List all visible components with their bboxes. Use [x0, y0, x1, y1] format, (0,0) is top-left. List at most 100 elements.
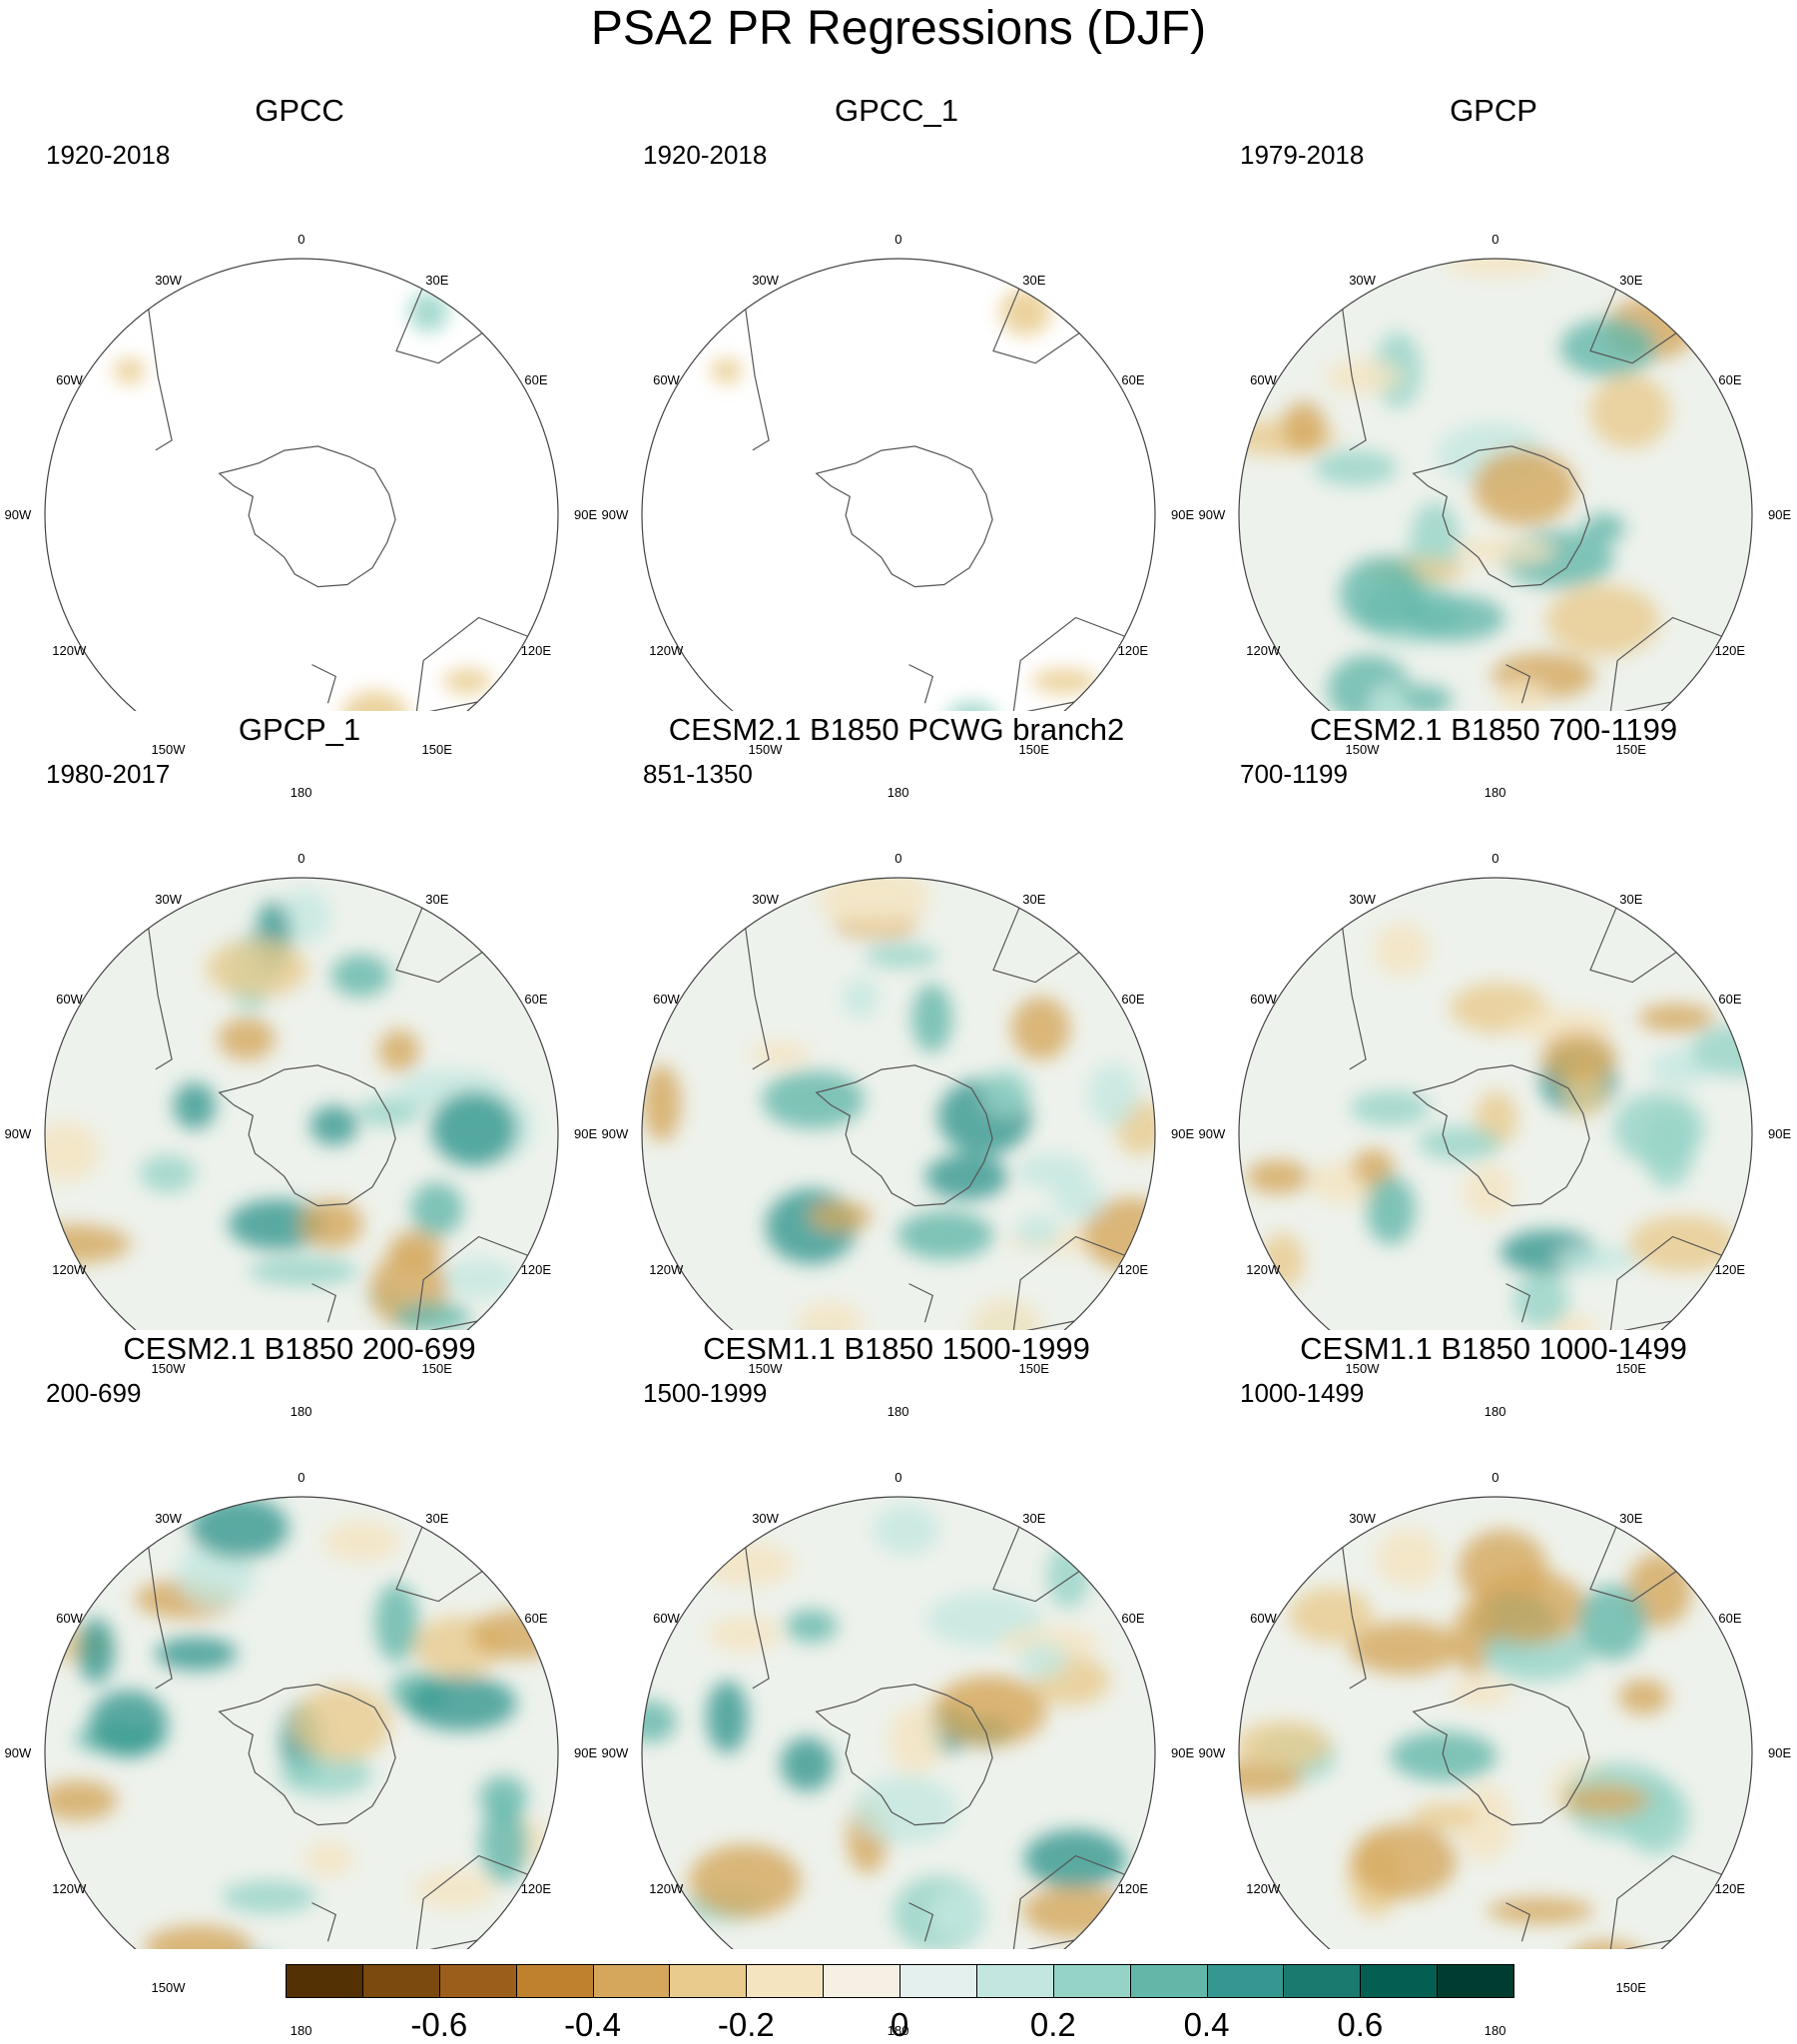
- longitude-label: 60E: [1718, 991, 1742, 1007]
- longitude-label: 90W: [4, 1745, 32, 1760]
- longitude-label: 120E: [1714, 1261, 1746, 1277]
- longitude-label: 90W: [1198, 1745, 1226, 1760]
- continent-coastline: [415, 1235, 533, 1330]
- longitude-label: 90W: [4, 1126, 32, 1141]
- field-blob: [1562, 1784, 1650, 1816]
- field-blob: [762, 1070, 865, 1129]
- longitude-label: 30E: [1022, 892, 1046, 908]
- field-blob: [706, 1681, 749, 1753]
- longitude-label: 90W: [601, 1745, 629, 1760]
- longitude-label: 90W: [601, 1126, 629, 1141]
- field-blob: [1088, 1062, 1139, 1126]
- colorbar-swatch: [1283, 1964, 1362, 1998]
- longitude-label: 150E: [421, 741, 452, 757]
- colorbar-swatch: [669, 1964, 748, 1998]
- field-blob: [1401, 594, 1505, 642]
- longitude-label: 60W: [1250, 371, 1277, 387]
- longitude-label: 150E: [1018, 741, 1049, 757]
- field-blob: [1010, 997, 1070, 1060]
- continent-coastline: [1341, 922, 1367, 1070]
- panel-title: GPCP: [1450, 93, 1537, 128]
- longitude-label: 90E: [1768, 1126, 1792, 1141]
- longitude-label: 120E: [1117, 642, 1149, 658]
- panel-title: GPCC: [255, 93, 344, 128]
- longitude-label: 60E: [524, 991, 548, 1007]
- panel-title: CESM1.1 B1850 1000-1499: [1300, 1331, 1687, 1366]
- longitude-label: 120E: [1714, 642, 1746, 658]
- polar-map: [641, 1496, 1156, 1949]
- field-blob: [865, 944, 939, 969]
- land-field-blob: [710, 357, 743, 384]
- continent-coastline: [1589, 286, 1681, 364]
- field-blob: [1239, 1760, 1303, 1796]
- continent-coastline: [744, 303, 770, 451]
- longitude-label: 60W: [56, 1610, 83, 1626]
- field-blob: [405, 1676, 517, 1731]
- field-blob: [393, 1302, 471, 1330]
- field-blob: [1411, 1802, 1477, 1830]
- field-blob: [155, 1637, 238, 1671]
- panel-period: 1500-1999: [643, 1378, 768, 1408]
- map-boundary: [44, 877, 559, 1330]
- polar-map: [1238, 258, 1753, 711]
- field-blob: [1487, 1897, 1594, 1924]
- panel-title: CESM2.1 B1850 PCWG branch2: [668, 712, 1125, 747]
- longitude-label: 30E: [425, 1511, 449, 1527]
- longitude-label: 60W: [56, 371, 83, 387]
- longitude-label: 0: [1492, 232, 1499, 247]
- field-blob: [853, 1775, 958, 1844]
- field-blob: [1246, 1159, 1310, 1194]
- longitude-label: 0: [1492, 851, 1499, 866]
- longitude-label: 0: [298, 1470, 305, 1485]
- panel-title: GPCC_1: [834, 93, 959, 128]
- longitude-label: 180: [290, 2023, 312, 2038]
- continent-coastline: [395, 1524, 487, 1603]
- panel-period: 1980-2017: [46, 759, 171, 789]
- continent-coastline: [744, 922, 770, 1070]
- continent-coastline: [311, 1902, 337, 1942]
- field-blob: [280, 1753, 372, 1796]
- field-blob: [323, 1520, 400, 1563]
- field-blob: [888, 1705, 944, 1774]
- field-blob: [780, 1737, 834, 1791]
- continent-coastline: [992, 1524, 1084, 1603]
- field-blob: [819, 878, 930, 931]
- longitude-label: 60E: [1718, 1610, 1742, 1626]
- continent-coastline: [147, 922, 173, 1070]
- continent-coastline: [395, 905, 487, 984]
- longitude-label: 60E: [524, 371, 548, 387]
- field-blob: [1444, 259, 1552, 277]
- longitude-label: 30W: [752, 1511, 779, 1527]
- longitude-label: 0: [895, 232, 902, 247]
- field-blob: [1452, 537, 1556, 565]
- colorbar-swatch: [899, 1964, 977, 1998]
- field-blob: [1367, 683, 1410, 711]
- colorbar-swatch: [975, 1964, 1054, 1998]
- field-blob: [1375, 1528, 1443, 1589]
- field-blob: [1618, 1679, 1669, 1715]
- field-blob: [89, 1690, 168, 1757]
- field-blob: [797, 1302, 863, 1330]
- field-blob: [248, 1256, 358, 1286]
- field-blob: [221, 1880, 316, 1914]
- colorbar-swatch: [1052, 1964, 1131, 1998]
- continent-coastline: [1505, 1283, 1531, 1323]
- field-blob: [1417, 1126, 1501, 1161]
- field-blob: [1351, 1823, 1458, 1899]
- field-blob: [374, 1583, 419, 1663]
- continent-coastline: [1609, 616, 1727, 711]
- field-blob: [1339, 556, 1425, 633]
- continent-coastline: [908, 664, 934, 704]
- longitude-label: 120W: [649, 1261, 684, 1277]
- longitude-label: 90E: [1171, 1745, 1195, 1760]
- longitude-label: 90E: [574, 507, 598, 522]
- longitude-label: 30W: [1349, 892, 1376, 908]
- continent-coastline: [1609, 1854, 1727, 1949]
- field-blob: [279, 890, 330, 943]
- field-blob: [1612, 1091, 1705, 1166]
- longitude-label: 120W: [52, 1261, 87, 1277]
- field-blob: [842, 978, 879, 1019]
- field-blob: [873, 1504, 939, 1555]
- longitude-label: 150W: [151, 1360, 186, 1376]
- field-blob: [809, 1201, 873, 1231]
